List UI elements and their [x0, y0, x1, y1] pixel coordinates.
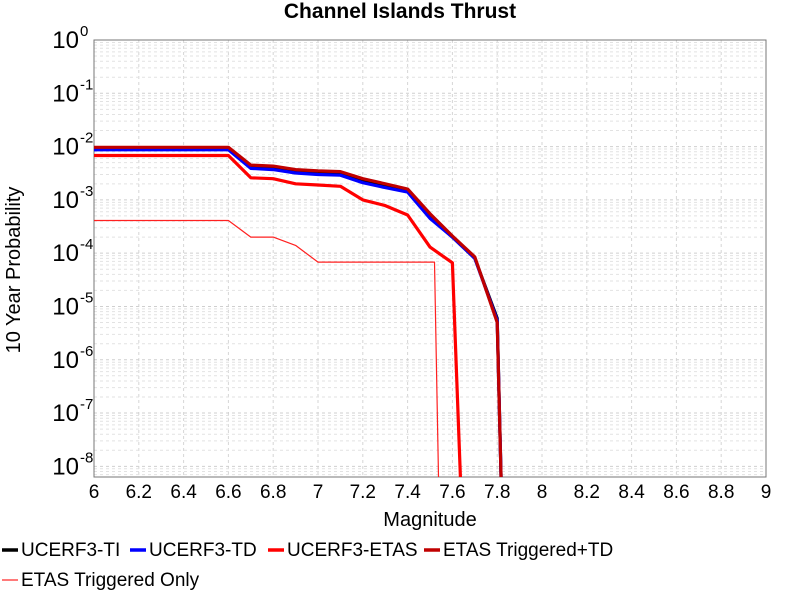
y-tick-base: 10 [52, 80, 79, 107]
y-tick-exponent: -5 [80, 289, 93, 306]
y-tick-base: 10 [52, 134, 79, 161]
legend-label: UCERF3-TI [21, 540, 120, 561]
series-line-ucerf3-etas [94, 153, 463, 477]
y-tick-base: 10 [52, 453, 79, 480]
y-tick-base: 10 [52, 27, 79, 54]
x-tick-label: 8.8 [708, 482, 734, 503]
legend-item: ETAS Triggered Only [2, 570, 200, 591]
x-tick-label: 8.2 [574, 482, 600, 503]
x-tick-label: 6.4 [170, 482, 197, 503]
y-tick-exponent: -2 [80, 130, 93, 147]
y-tick-base: 10 [52, 347, 79, 374]
x-tick-label: 6 [89, 482, 100, 503]
chart-title: Channel Islands Thrust [284, 0, 516, 23]
y-tick-exponent: -4 [80, 236, 93, 253]
y-tick-exponent: -7 [80, 396, 93, 413]
plot-area [93, 39, 767, 478]
y-tick-exponent: -1 [80, 76, 93, 93]
y-axis-label: 10 Year Probability [3, 187, 25, 354]
legend: UCERF3-TI UCERF3-TD UCERF3-ETAS ETAS Trigge… [2, 540, 613, 591]
y-tick-base: 10 [52, 400, 79, 427]
x-tick-label: 8.6 [663, 482, 689, 503]
legend-label: UCERF3-TD [149, 540, 257, 561]
legend-label: ETAS Triggered+TD [443, 540, 613, 561]
x-tick-label: 7.2 [350, 482, 376, 503]
x-tick-label: 7.4 [394, 482, 421, 503]
x-tick-label: 8.4 [618, 482, 645, 503]
y-tick-exponent: -8 [80, 449, 93, 466]
y-tick-base: 10 [52, 293, 79, 320]
x-tick-label: 7.8 [484, 482, 510, 503]
x-tick-label: 6.6 [215, 482, 241, 503]
legend-item: UCERF3-TI [2, 540, 120, 561]
y-tick-exponent: -3 [80, 183, 93, 200]
x-tick-label: 8 [537, 482, 548, 503]
series-layer [94, 145, 503, 477]
legend-item: ETAS Triggered+TD [424, 540, 613, 561]
y-tick-base: 10 [52, 187, 79, 214]
x-tick-label: 9 [761, 482, 772, 503]
grid [93, 40, 767, 477]
series-line-etas-triggered-only [94, 219, 440, 477]
legend-item: UCERF3-TD [130, 540, 257, 561]
y-tick-base: 10 [52, 240, 79, 267]
x-tick-label: 7 [313, 482, 324, 503]
y-tick-exponent: 0 [80, 23, 88, 40]
x-tick-label: 6.2 [126, 482, 152, 503]
legend-item: UCERF3-ETAS [268, 540, 418, 561]
x-tick-label: 6.8 [260, 482, 286, 503]
x-tick-label: 7.6 [439, 482, 465, 503]
series-line-etas-triggered-td [94, 145, 503, 477]
y-tick-exponent: -6 [80, 343, 93, 360]
x-tick-labels: 6 6.2 6.4 6.6 6.8 7 7.2 7.4 7.6 7.8 8 8.2 8.4 8.6 8.8 9 [89, 482, 772, 503]
legend-label: UCERF3-ETAS [287, 540, 418, 561]
legend-label: ETAS Triggered Only [21, 570, 200, 591]
x-axis-label: Magnitude [383, 509, 476, 531]
